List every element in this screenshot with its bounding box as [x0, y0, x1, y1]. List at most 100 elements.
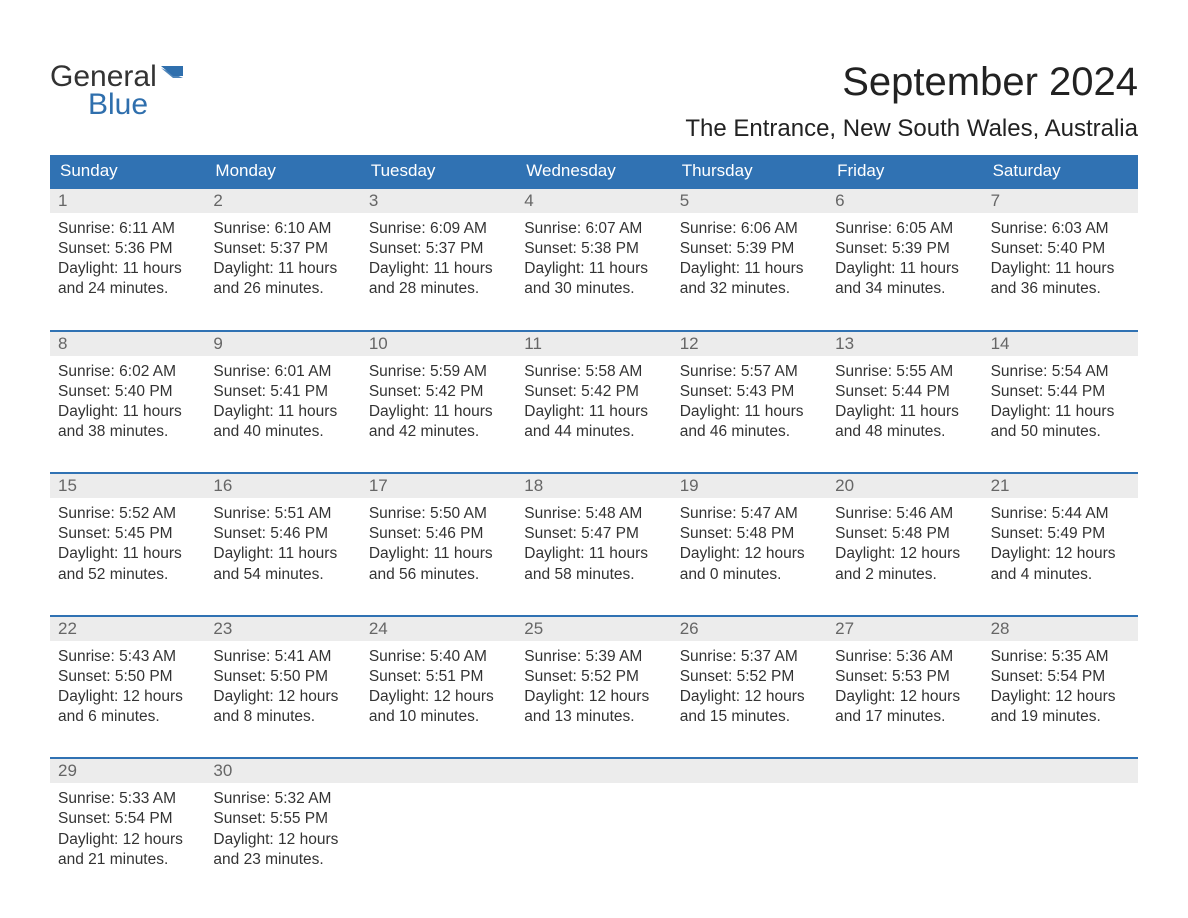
day-number: 10: [361, 332, 516, 356]
day-cell: Sunrise: 5:59 AMSunset: 5:42 PMDaylight:…: [361, 356, 516, 449]
day-number: [361, 759, 516, 783]
daylight-line-2: and 54 minutes.: [213, 565, 352, 585]
day-cell: [361, 783, 516, 876]
sunset-line: Sunset: 5:48 PM: [680, 524, 819, 544]
day-cell: Sunrise: 5:48 AMSunset: 5:47 PMDaylight:…: [516, 498, 671, 591]
day-cell: Sunrise: 5:55 AMSunset: 5:44 PMDaylight:…: [827, 356, 982, 449]
sunrise-line: Sunrise: 5:33 AM: [58, 789, 197, 809]
sunrise-line: Sunrise: 6:01 AM: [213, 362, 352, 382]
sunrise-line: Sunrise: 6:09 AM: [369, 219, 508, 239]
logo-word-blue: Blue: [88, 88, 148, 122]
day-number: 29: [50, 759, 205, 783]
daylight-line-1: Daylight: 11 hours: [58, 259, 197, 279]
daylight-line-1: Daylight: 12 hours: [991, 544, 1130, 564]
daynum-row: 891011121314: [50, 332, 1138, 356]
day-number: 9: [205, 332, 360, 356]
daylight-line-1: Daylight: 11 hours: [58, 544, 197, 564]
day-number: 8: [50, 332, 205, 356]
daylight-line-1: Daylight: 12 hours: [213, 830, 352, 850]
day-cell: Sunrise: 6:11 AMSunset: 5:36 PMDaylight:…: [50, 213, 205, 306]
day-cell: Sunrise: 6:06 AMSunset: 5:39 PMDaylight:…: [672, 213, 827, 306]
day-number: 5: [672, 189, 827, 213]
daylight-line-1: Daylight: 11 hours: [369, 259, 508, 279]
day-cell: Sunrise: 5:33 AMSunset: 5:54 PMDaylight:…: [50, 783, 205, 876]
sunrise-line: Sunrise: 6:02 AM: [58, 362, 197, 382]
sunrise-line: Sunrise: 5:39 AM: [524, 647, 663, 667]
daylight-line-1: Daylight: 11 hours: [524, 259, 663, 279]
dow-saturday: Saturday: [983, 155, 1138, 187]
logo-flag-icon: [161, 66, 189, 91]
sunrise-line: Sunrise: 5:40 AM: [369, 647, 508, 667]
day-cell: Sunrise: 5:43 AMSunset: 5:50 PMDaylight:…: [50, 641, 205, 734]
day-cell: Sunrise: 6:07 AMSunset: 5:38 PMDaylight:…: [516, 213, 671, 306]
daylight-line-1: Daylight: 12 hours: [680, 687, 819, 707]
sunset-line: Sunset: 5:41 PM: [213, 382, 352, 402]
day-number: 22: [50, 617, 205, 641]
daylight-line-2: and 17 minutes.: [835, 707, 974, 727]
sunset-line: Sunset: 5:54 PM: [991, 667, 1130, 687]
day-number: 27: [827, 617, 982, 641]
sunset-line: Sunset: 5:40 PM: [58, 382, 197, 402]
daynum-row: 15161718192021: [50, 474, 1138, 498]
daylight-line-2: and 28 minutes.: [369, 279, 508, 299]
sunrise-line: Sunrise: 5:43 AM: [58, 647, 197, 667]
daylight-line-2: and 0 minutes.: [680, 565, 819, 585]
dow-friday: Friday: [827, 155, 982, 187]
day-cell: Sunrise: 5:41 AMSunset: 5:50 PMDaylight:…: [205, 641, 360, 734]
day-number: 2: [205, 189, 360, 213]
dow-sunday: Sunday: [50, 155, 205, 187]
day-number: 25: [516, 617, 671, 641]
sunrise-line: Sunrise: 5:55 AM: [835, 362, 974, 382]
daylight-line-1: Daylight: 11 hours: [524, 402, 663, 422]
daylight-line-2: and 4 minutes.: [991, 565, 1130, 585]
sunrise-line: Sunrise: 5:48 AM: [524, 504, 663, 524]
daylight-line-2: and 44 minutes.: [524, 422, 663, 442]
sunset-line: Sunset: 5:44 PM: [991, 382, 1130, 402]
day-cell: Sunrise: 5:36 AMSunset: 5:53 PMDaylight:…: [827, 641, 982, 734]
day-cell: Sunrise: 5:44 AMSunset: 5:49 PMDaylight:…: [983, 498, 1138, 591]
sunrise-line: Sunrise: 5:44 AM: [991, 504, 1130, 524]
sunrise-line: Sunrise: 5:51 AM: [213, 504, 352, 524]
daylight-line-2: and 52 minutes.: [58, 565, 197, 585]
daylight-line-1: Daylight: 12 hours: [213, 687, 352, 707]
daylight-line-1: Daylight: 11 hours: [524, 544, 663, 564]
sunset-line: Sunset: 5:37 PM: [369, 239, 508, 259]
daylight-line-2: and 30 minutes.: [524, 279, 663, 299]
sunrise-line: Sunrise: 6:11 AM: [58, 219, 197, 239]
sunset-line: Sunset: 5:50 PM: [213, 667, 352, 687]
day-cell: Sunrise: 5:40 AMSunset: 5:51 PMDaylight:…: [361, 641, 516, 734]
daycontent-row: Sunrise: 5:43 AMSunset: 5:50 PMDaylight:…: [50, 641, 1138, 734]
day-cell: Sunrise: 5:57 AMSunset: 5:43 PMDaylight:…: [672, 356, 827, 449]
sunrise-line: Sunrise: 6:10 AM: [213, 219, 352, 239]
day-number: [516, 759, 671, 783]
sunset-line: Sunset: 5:54 PM: [58, 809, 197, 829]
daylight-line-1: Daylight: 12 hours: [991, 687, 1130, 707]
sunset-line: Sunset: 5:45 PM: [58, 524, 197, 544]
sunset-line: Sunset: 5:43 PM: [680, 382, 819, 402]
sunrise-line: Sunrise: 5:46 AM: [835, 504, 974, 524]
daynum-row: 22232425262728: [50, 617, 1138, 641]
daylight-line-2: and 32 minutes.: [680, 279, 819, 299]
daylight-line-1: Daylight: 12 hours: [369, 687, 508, 707]
logo: General Blue: [50, 20, 189, 122]
daylight-line-2: and 56 minutes.: [369, 565, 508, 585]
day-number: 26: [672, 617, 827, 641]
day-number: 6: [827, 189, 982, 213]
daylight-line-2: and 10 minutes.: [369, 707, 508, 727]
day-number: 17: [361, 474, 516, 498]
day-cell: Sunrise: 6:09 AMSunset: 5:37 PMDaylight:…: [361, 213, 516, 306]
dow-thursday: Thursday: [672, 155, 827, 187]
day-cell: Sunrise: 5:47 AMSunset: 5:48 PMDaylight:…: [672, 498, 827, 591]
sunset-line: Sunset: 5:39 PM: [835, 239, 974, 259]
sunrise-line: Sunrise: 6:06 AM: [680, 219, 819, 239]
daycontent-row: Sunrise: 5:52 AMSunset: 5:45 PMDaylight:…: [50, 498, 1138, 591]
day-number: 30: [205, 759, 360, 783]
day-cell: Sunrise: 6:02 AMSunset: 5:40 PMDaylight:…: [50, 356, 205, 449]
day-cell: Sunrise: 5:39 AMSunset: 5:52 PMDaylight:…: [516, 641, 671, 734]
sunrise-line: Sunrise: 6:07 AM: [524, 219, 663, 239]
daycontent-row: Sunrise: 5:33 AMSunset: 5:54 PM Daylight:…: [50, 783, 1138, 876]
day-cell: Sunrise: 6:05 AMSunset: 5:39 PMDaylight:…: [827, 213, 982, 306]
day-number: [983, 759, 1138, 783]
daylight-line-1: Daylight: 12 hours: [58, 687, 197, 707]
location: The Entrance, New South Wales, Australia: [685, 115, 1138, 143]
